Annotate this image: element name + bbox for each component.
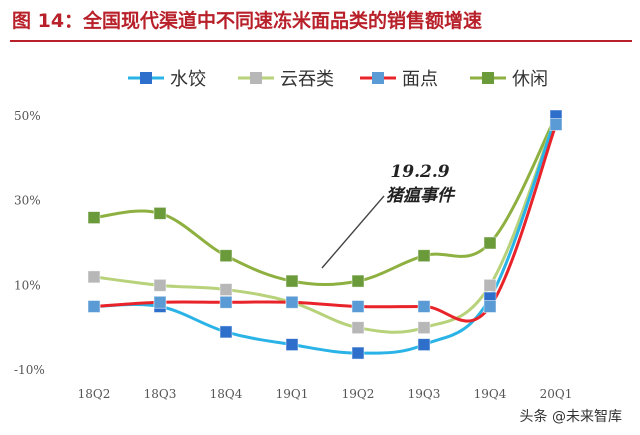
data-point-marker <box>549 118 563 131</box>
data-point-marker <box>483 300 497 313</box>
chart-header: 图 14：全国现代渠道中不同速冻米面品类的销售额增速 <box>0 0 640 44</box>
legend-label: 水饺 <box>170 69 206 90</box>
series-markers <box>87 109 563 360</box>
x-tick-label: 19Q3 <box>408 387 441 401</box>
data-point-marker <box>417 321 431 335</box>
event-annotation: 19.2.9 猪瘟事件 <box>386 160 454 208</box>
legend-item: 水饺 <box>128 69 206 90</box>
data-point-marker <box>87 211 101 225</box>
x-tick-label: 18Q2 <box>78 387 111 401</box>
legend-label: 休闲 <box>512 69 548 90</box>
watermark: 头条 @未来智库 <box>515 405 626 427</box>
y-tick-label: 30% <box>14 194 41 208</box>
legend-marker <box>372 72 384 84</box>
data-point-marker <box>153 295 167 309</box>
x-tick-label: 19Q1 <box>276 387 309 401</box>
data-point-marker <box>219 295 233 309</box>
x-tick-label: 20Q1 <box>540 387 573 401</box>
legend-item: 休闲 <box>470 69 548 90</box>
data-point-marker <box>285 274 299 288</box>
data-point-marker <box>483 278 497 292</box>
data-point-marker <box>417 338 431 352</box>
legend: 水饺 云吞类 面点 休闲 <box>128 69 548 90</box>
legend-marker <box>250 72 262 84</box>
annotation-date: 19.2.9 <box>390 162 450 182</box>
data-point-marker <box>351 274 365 288</box>
y-tick-label: -10% <box>14 363 45 377</box>
data-point-marker <box>285 295 299 309</box>
annotation-pointer <box>321 195 385 269</box>
legend-label: 面点 <box>402 69 438 90</box>
x-tick-label: 19Q2 <box>342 387 375 401</box>
x-tick-label: 19Q4 <box>474 387 507 401</box>
legend-item: 云吞类 <box>238 69 334 90</box>
series-lines <box>93 115 558 355</box>
data-point-marker <box>87 300 101 313</box>
data-point-marker <box>351 300 365 313</box>
data-point-marker <box>219 249 233 263</box>
y-tick-label: 50% <box>14 109 41 123</box>
x-tick-label: 18Q3 <box>144 387 177 401</box>
data-point-marker <box>417 300 431 313</box>
y-tick-label: 10% <box>14 278 41 292</box>
legend-label: 云吞类 <box>280 69 334 90</box>
title-divider <box>10 40 632 42</box>
axis-layer: 50% 30% 10% -10% 18Q2 18Q3 18Q4 19Q1 19Q2 19Q3 19Q… <box>14 109 572 401</box>
chart-title: 图 14：全国现代渠道中不同速冻米面品类的销售额增速 <box>12 10 483 32</box>
data-point-marker <box>351 321 365 335</box>
series-line <box>93 115 558 355</box>
series-line <box>93 115 558 286</box>
data-point-marker <box>285 338 299 352</box>
data-point-marker <box>417 249 431 263</box>
legend-marker <box>482 72 494 84</box>
legend-item: 面点 <box>360 69 438 90</box>
data-point-marker <box>87 270 101 284</box>
data-point-marker <box>153 278 167 292</box>
data-point-marker <box>351 346 365 360</box>
data-point-marker <box>153 206 167 220</box>
data-point-marker <box>219 325 233 339</box>
x-tick-label: 18Q4 <box>210 387 243 401</box>
annotation-event: 猪瘟事件 <box>386 186 454 206</box>
legend-marker <box>140 72 152 84</box>
series-line <box>93 115 558 334</box>
data-point-marker <box>219 283 233 296</box>
data-point-marker <box>483 236 497 250</box>
